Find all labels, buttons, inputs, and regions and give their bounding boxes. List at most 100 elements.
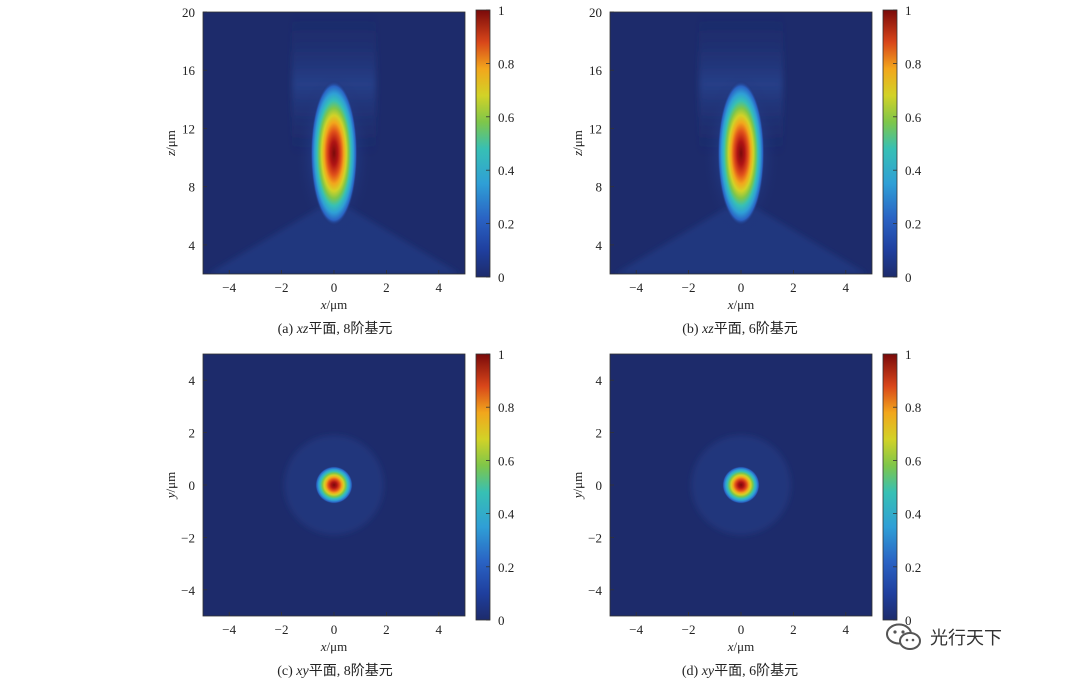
x-tick-label: 4	[436, 622, 443, 637]
colorbar-tick-label: 0.4	[905, 163, 922, 178]
colorbar-tick-label: 0.6	[905, 110, 922, 125]
colorbar-tick-label: 0.8	[498, 400, 514, 415]
watermark: 光行天下	[884, 622, 1002, 652]
colorbar: 0 0.2 0.4 0.6 0.8 1	[882, 3, 922, 285]
colorbar-gradient	[475, 9, 491, 278]
x-axis-label: x/μm	[320, 297, 347, 312]
y-tick-label: 16	[589, 63, 603, 78]
wechat-icon	[886, 623, 921, 650]
x-tick-label: 0	[331, 280, 338, 295]
caption-b: (b) xz平面, 6阶基元	[682, 322, 798, 337]
y-tick-label: 12	[589, 121, 602, 136]
colorbar-tick-label: 0.4	[498, 163, 515, 178]
colorbar-tick-label: 0.2	[905, 560, 921, 575]
colorbar-tick-label: 0	[905, 270, 912, 285]
y-axis-label: z/μm	[570, 130, 585, 157]
colorbar-tick-label: 0.6	[498, 110, 515, 125]
y-tick-label: 2	[596, 426, 603, 441]
colorbar-tick-label: 0.8	[905, 56, 921, 71]
colorbar-tick-label: 0.8	[905, 400, 921, 415]
colorbar-tick-label: 0.8	[498, 56, 514, 71]
x-tick-label: −4	[222, 280, 236, 295]
colorbar: 0 0.2 0.4 0.6 0.8 1	[475, 3, 515, 285]
x-tick-label: 4	[843, 622, 850, 637]
y-tick-label: 8	[189, 180, 196, 195]
colorbar-tick-label: 1	[498, 3, 505, 18]
colorbar-gradient	[882, 353, 898, 621]
x-axis-label: x/μm	[727, 639, 754, 654]
colorbar-tick-label: 0	[905, 613, 912, 628]
watermark-text: 光行天下	[930, 628, 1002, 649]
colorbar-tick-label: 0	[498, 270, 505, 285]
y-tick-label: 12	[182, 121, 195, 136]
x-tick-label: 0	[738, 280, 745, 295]
lower-flare	[208, 208, 460, 274]
y-tick-label: 4	[596, 373, 603, 388]
x-tick-label: −2	[275, 622, 289, 637]
panel-d: −4 −2 0 2 4 −4 −2 0 2 4 x/μm y/μm 0 0.2 0.4 0.6 0.8 1	[570, 347, 922, 654]
colorbar-tick-label: 0.2	[498, 217, 514, 232]
y-tick-label: −4	[181, 583, 195, 598]
colorbar-tick-label: 1	[498, 347, 505, 362]
colorbar-tick-label: 0.4	[498, 507, 515, 522]
colorbar-tick-label: 0.2	[905, 217, 921, 232]
colorbar-gradient	[475, 353, 491, 621]
colorbar-tick-label: 0.2	[498, 560, 514, 575]
x-axis-label: x/μm	[727, 297, 754, 312]
panel-b: −4 −2 0 2 4 4 8 12 16 20 x/μm z/μm 0 0.2 0.4 0.6 0.8 1	[570, 3, 922, 312]
x-tick-label: −4	[629, 280, 643, 295]
x-tick-label: 0	[331, 622, 338, 637]
colorbar-tick-label: 0.6	[905, 453, 922, 468]
intensity-field	[615, 12, 867, 274]
x-tick-label: −2	[682, 280, 696, 295]
colorbar-tick-label: 0.4	[905, 507, 922, 522]
intensity-field	[284, 435, 384, 535]
x-tick-label: −2	[682, 622, 696, 637]
intensity-field	[208, 12, 460, 274]
focal-spot	[722, 466, 760, 504]
x-tick-label: 2	[383, 622, 390, 637]
intensity-field	[691, 435, 791, 535]
y-tick-label: −2	[181, 530, 195, 545]
colorbar-tick-label: 0	[498, 613, 505, 628]
y-tick-label: −2	[588, 530, 602, 545]
x-tick-label: 4	[436, 280, 443, 295]
y-tick-label: 0	[189, 478, 196, 493]
y-tick-label: 16	[182, 63, 196, 78]
colorbar-tick-label: 1	[905, 3, 912, 18]
x-tick-label: 2	[790, 622, 797, 637]
y-tick-label: 2	[189, 426, 196, 441]
x-axis-label: x/μm	[320, 639, 347, 654]
x-tick-label: 2	[383, 280, 390, 295]
y-tick-label: 8	[596, 180, 603, 195]
y-axis-label: z/μm	[163, 130, 178, 157]
caption-d: (d) xy平面, 6阶基元	[681, 664, 799, 679]
x-tick-label: −4	[222, 622, 236, 637]
focal-spot	[315, 466, 353, 504]
colorbar-tick-label: 0.6	[498, 453, 515, 468]
lower-flare	[615, 208, 867, 274]
y-tick-label: 4	[596, 238, 603, 253]
y-tick-label: 4	[189, 373, 196, 388]
x-tick-label: 4	[843, 280, 850, 295]
y-tick-label: 4	[189, 238, 196, 253]
y-tick-label: −4	[588, 583, 602, 598]
colorbar: 0 0.2 0.4 0.6 0.8 1	[475, 347, 515, 628]
colorbar: 0 0.2 0.4 0.6 0.8 1	[882, 347, 922, 628]
panel-c: −4 −2 0 2 4 −4 −2 0 2 4 x/μm y/μm 0 0.2 0.4 0.6 0.8 1	[163, 347, 515, 654]
panel-a: −4 −2 0 2 4 4 8 12 16 20 x/μm z/μm 0 0.2 0.4 0.6 0.8 1	[163, 3, 515, 312]
colorbar-tick-label: 1	[905, 347, 912, 362]
x-tick-label: 0	[738, 622, 745, 637]
y-tick-label: 20	[182, 5, 195, 20]
x-tick-label: 2	[790, 280, 797, 295]
colorbar-gradient	[882, 9, 898, 278]
focal-spot	[310, 80, 358, 226]
y-tick-label: 20	[589, 5, 602, 20]
y-axis-label: y/μm	[163, 472, 178, 500]
y-axis-label: y/μm	[570, 472, 585, 500]
caption-c: (c) xy平面, 8阶基元	[277, 664, 393, 679]
y-tick-label: 0	[596, 478, 603, 493]
caption-a: (a) xz平面, 8阶基元	[277, 322, 393, 337]
focal-spot	[717, 80, 765, 226]
